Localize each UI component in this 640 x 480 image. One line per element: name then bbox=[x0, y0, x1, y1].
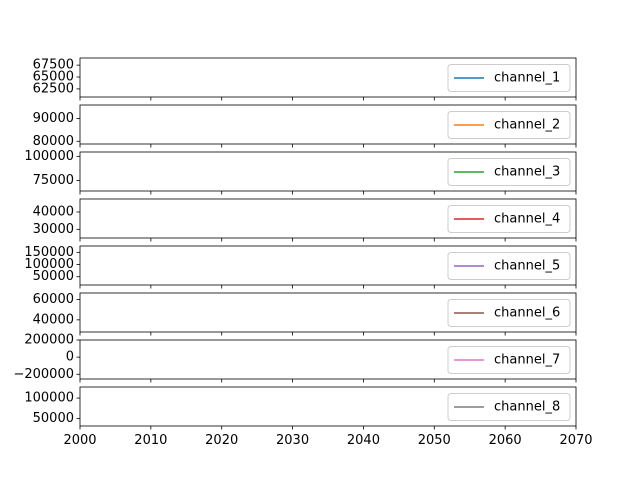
y-tick-label: 100000 bbox=[24, 391, 74, 406]
legend-box bbox=[447, 205, 571, 233]
y-tick-label: 200000 bbox=[24, 333, 74, 348]
legend: channel_8 bbox=[447, 393, 571, 421]
axes-frame bbox=[79, 339, 577, 380]
axes-frame bbox=[79, 198, 577, 239]
x-tick-label: 2000 bbox=[63, 433, 96, 448]
legend: channel_3 bbox=[447, 158, 571, 186]
subplot-channel_7: −200000 0 200000 channel_7 bbox=[13, 333, 577, 383]
legend-box bbox=[447, 64, 571, 92]
x-tick-label: 2050 bbox=[418, 433, 451, 448]
legend-label: channel_4 bbox=[494, 212, 560, 227]
x-tick-label: 2030 bbox=[276, 433, 309, 448]
subplot-channel_2: 80000 90000 channel_2 bbox=[33, 104, 577, 149]
legend-box bbox=[447, 346, 571, 374]
y-tick-label: 30000 bbox=[33, 222, 74, 237]
y-tick-label: 75000 bbox=[33, 173, 74, 188]
y-tick-label: 90000 bbox=[33, 111, 74, 126]
y-tick-label: 80000 bbox=[33, 134, 74, 149]
legend-label: channel_7 bbox=[494, 353, 560, 368]
legend-box bbox=[447, 393, 571, 421]
y-tick-label: 0 bbox=[66, 350, 74, 365]
y-tick-label: 50000 bbox=[33, 269, 74, 284]
y-tick-label: 100000 bbox=[24, 149, 74, 164]
legend-label: channel_2 bbox=[494, 118, 560, 133]
y-tick-label: −200000 bbox=[13, 367, 74, 382]
legend-label: channel_1 bbox=[494, 71, 560, 86]
x-tick-label: 2010 bbox=[134, 433, 167, 448]
y-tick-label: 65000 bbox=[33, 70, 74, 85]
legend-label: channel_5 bbox=[494, 259, 560, 274]
axes-frame bbox=[79, 57, 577, 98]
axes-frame bbox=[79, 151, 577, 192]
axes-frame bbox=[79, 292, 577, 333]
legend: channel_4 bbox=[447, 205, 571, 233]
x-tick-label: 2060 bbox=[489, 433, 522, 448]
subplot-channel_4: 30000 40000 channel_4 bbox=[33, 198, 577, 242]
shared-x-axis: 2000 2010 2020 2030 2040 2050 2060 2070 bbox=[63, 433, 592, 448]
legend: channel_7 bbox=[447, 346, 571, 374]
subplot-channel_3: 75000 100000 channel_3 bbox=[24, 149, 577, 195]
axes-frame bbox=[79, 104, 577, 145]
legend-box bbox=[447, 158, 571, 186]
axes-frame bbox=[79, 386, 577, 427]
subplot-channel_6: 40000 60000 channel_6 bbox=[33, 292, 577, 336]
y-tick-label: 62500 bbox=[33, 81, 74, 96]
legend-label: channel_8 bbox=[494, 400, 560, 415]
subplot-channel_8: 50000 100000 channel_8 bbox=[24, 386, 577, 430]
legend-label: channel_3 bbox=[494, 165, 560, 180]
x-tick-label: 2040 bbox=[347, 433, 380, 448]
y-tick-label: 100000 bbox=[24, 257, 74, 272]
legend: channel_6 bbox=[447, 299, 571, 327]
legend-box bbox=[447, 252, 571, 280]
legend: channel_2 bbox=[447, 111, 571, 139]
y-tick-label: 40000 bbox=[33, 205, 74, 220]
y-tick-label: 150000 bbox=[24, 245, 74, 260]
x-tick-label: 2070 bbox=[559, 433, 592, 448]
legend-label: channel_6 bbox=[494, 306, 560, 321]
y-tick-label: 60000 bbox=[33, 292, 74, 307]
y-tick-label: 40000 bbox=[33, 312, 74, 327]
axes-frame bbox=[79, 245, 577, 286]
legend-box bbox=[447, 111, 571, 139]
x-tick-label: 2020 bbox=[205, 433, 238, 448]
legend-box bbox=[447, 299, 571, 327]
legend: channel_1 bbox=[447, 64, 571, 92]
y-tick-label: 67500 bbox=[33, 58, 74, 73]
y-tick-label: 50000 bbox=[33, 411, 74, 426]
legend: channel_5 bbox=[447, 252, 571, 280]
